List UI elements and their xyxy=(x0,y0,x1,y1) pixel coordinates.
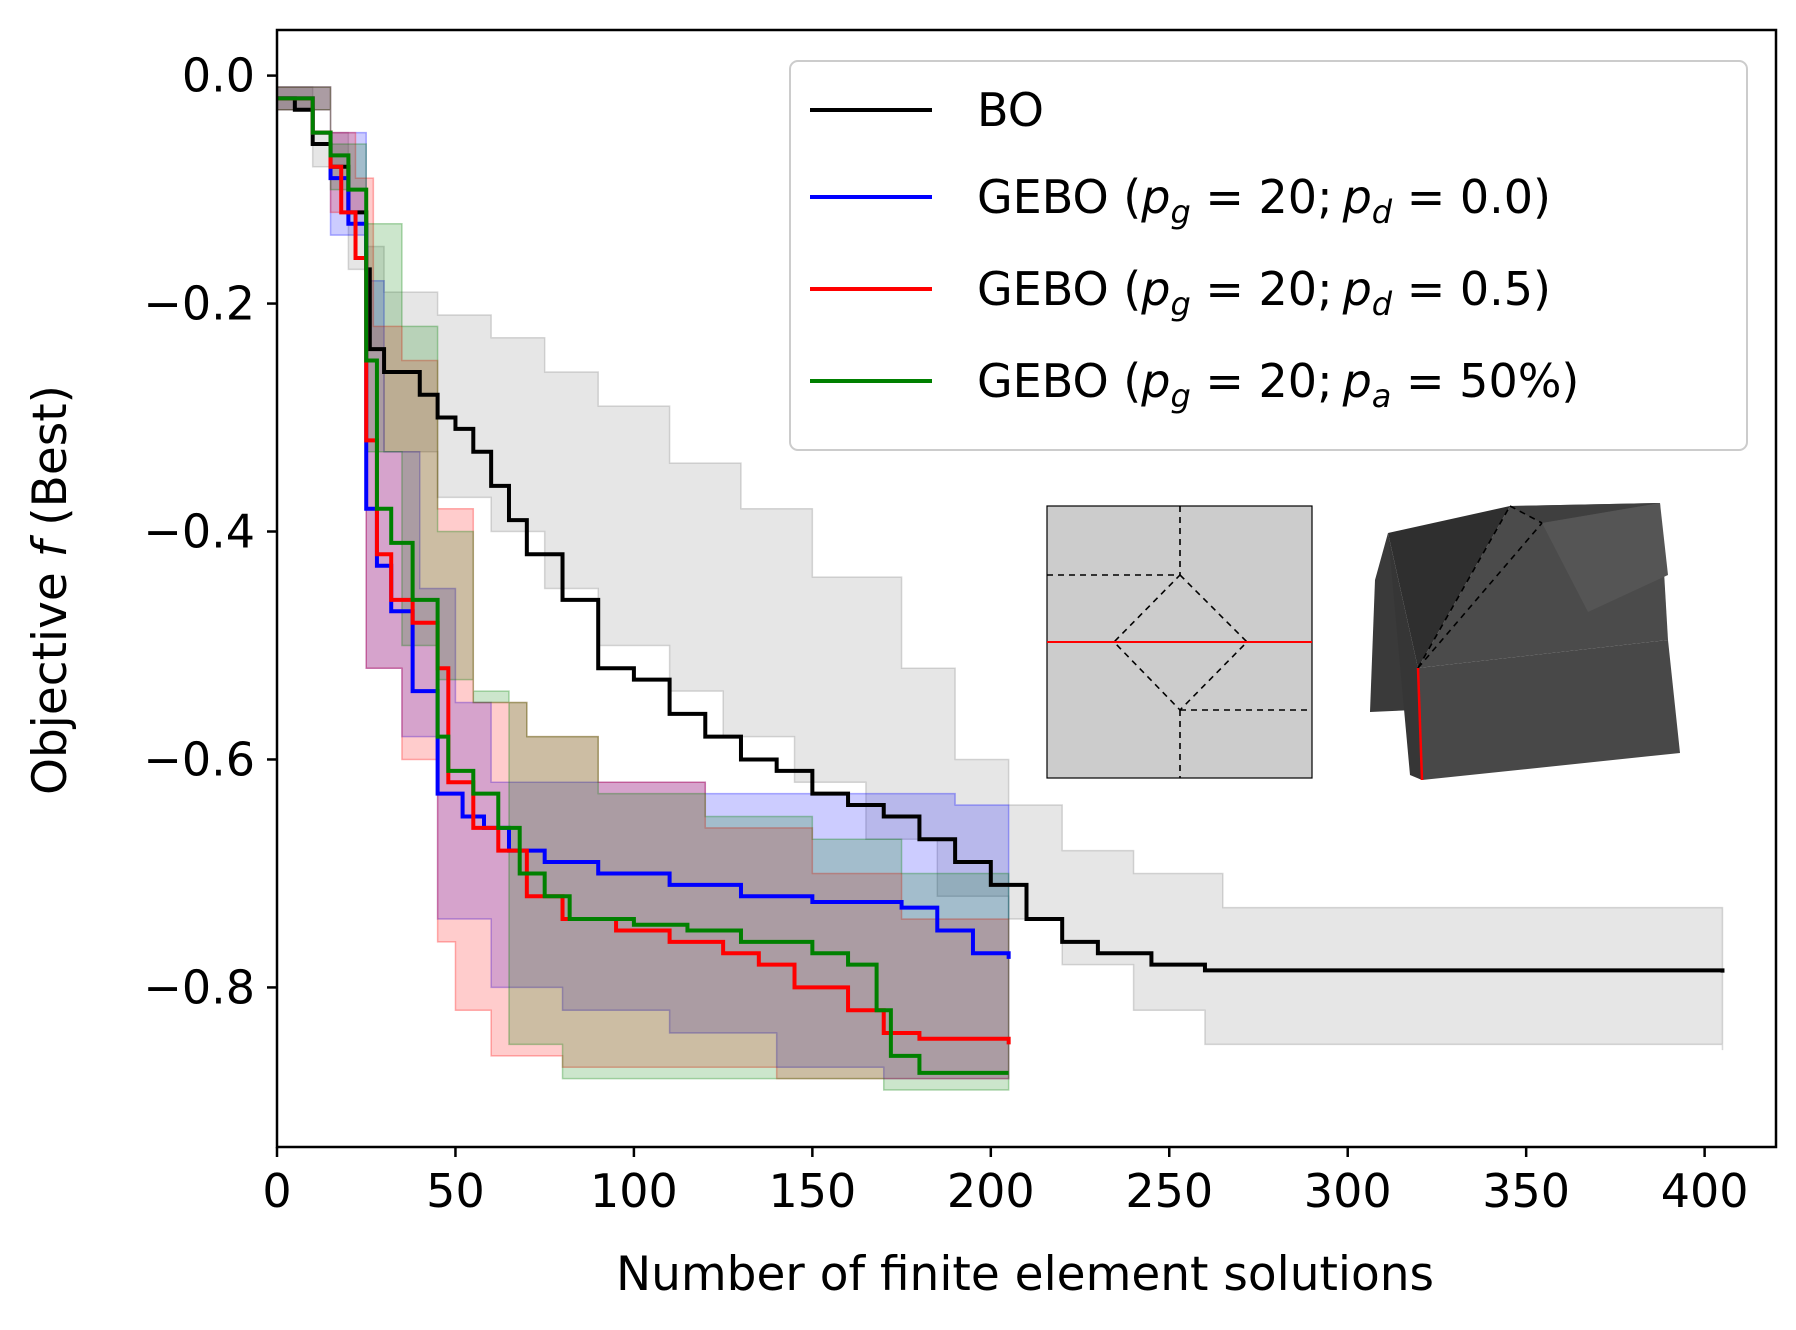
series-line-bo xyxy=(277,96,1725,973)
y-tick-label: −0.4 xyxy=(143,505,255,559)
legend-entry-gebo-pa-50: GEBO (pg = 20; pa = 50%) xyxy=(810,354,1579,415)
legend-entry-gebo-pd-0-5: GEBO (pg = 20; pd = 0.5) xyxy=(810,262,1551,323)
fold-dashed-lines xyxy=(1417,505,1543,669)
legend: BO GEBO (pg = 20; pd = 0.0) GEBO (pg = 20… xyxy=(789,60,1748,451)
series-lines xyxy=(277,96,1725,1075)
band-gebo-p-g-20-p-d-0-0 xyxy=(276,86,1010,1080)
inset-crease-pattern xyxy=(1046,505,1313,779)
confidence-bands xyxy=(276,86,1724,1091)
band-gebo-p-g-20-p-d-0-5 xyxy=(276,86,1010,1080)
x-tick-label: 150 xyxy=(768,1164,856,1218)
x-tick-label: 100 xyxy=(590,1164,678,1218)
band-bo xyxy=(276,86,1724,1051)
legend-label-gebo-pd-0-5: GEBO (pg = 20; pd = 0.5) xyxy=(977,262,1551,323)
legend-label-gebo-pd-0-0: GEBO (pg = 20; pd = 0.0) xyxy=(977,170,1551,231)
band-gebo-p-g-20-p-a-50 xyxy=(276,86,1010,1091)
y-tick-label: −0.2 xyxy=(143,277,255,331)
x-tick-label: 300 xyxy=(1304,1164,1392,1218)
legend-label-gebo-pa-50: GEBO (pg = 20; pa = 50%) xyxy=(977,354,1579,415)
plot-frame xyxy=(275,28,1778,1149)
x-tick-label: 400 xyxy=(1661,1164,1749,1218)
x-axis-ticks: 0 50 100 150 200 250 300 350 400 xyxy=(262,1147,1749,1218)
inset-folded-shape xyxy=(1370,503,1680,781)
y-tick-label: −0.6 xyxy=(143,732,255,786)
legend-box xyxy=(789,60,1748,451)
series-line-gebo-p-g-20-p-a-50 xyxy=(277,96,1009,1075)
x-tick-label: 50 xyxy=(426,1164,485,1218)
x-tick-label: 350 xyxy=(1482,1164,1570,1218)
y-tick-label: 0.0 xyxy=(182,49,255,103)
legend-entry-gebo-pd-0-0: GEBO (pg = 20; pd = 0.0) xyxy=(810,170,1551,231)
fold-red-edge xyxy=(1416,667,1424,781)
y-axis-label: Objective f (Best) xyxy=(23,385,78,795)
y-axis-ticks: 0.0 −0.2 −0.4 −0.6 −0.8 xyxy=(143,49,277,1014)
x-tick-label: 0 xyxy=(262,1164,291,1218)
legend-label-bo: BO xyxy=(977,83,1044,137)
x-tick-label: 250 xyxy=(1125,1164,1213,1218)
crease-dashed-lines xyxy=(1047,506,1312,778)
y-tick-label: −0.8 xyxy=(143,960,255,1014)
x-tick-label: 200 xyxy=(947,1164,1035,1218)
legend-entry-bo: BO xyxy=(810,83,1044,137)
x-axis-label: Number of finite element solutions xyxy=(616,1247,1434,1302)
